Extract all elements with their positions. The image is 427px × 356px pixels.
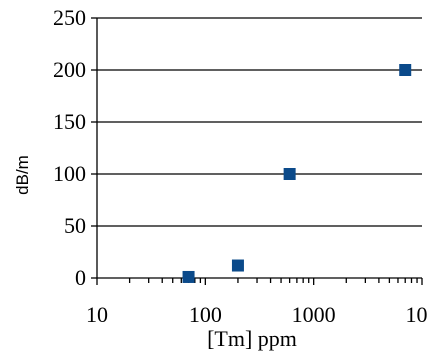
data-point <box>283 168 296 180</box>
x-tick-label: 1000 <box>292 302 336 327</box>
y-tick-label: 50 <box>64 213 86 238</box>
x-axis-ticks: 10 100 1000 100 <box>86 278 427 327</box>
data-point <box>182 270 195 283</box>
x-axis-label: [Tm] ppm <box>207 326 297 351</box>
y-tick-label: 250 <box>53 5 86 30</box>
y-tick-label: 200 <box>53 57 86 82</box>
data-point <box>231 259 244 272</box>
y-tick-label: 100 <box>53 161 86 186</box>
y-axis-ticks: 0 50 100 150 200 250 <box>53 5 97 290</box>
grid-lines <box>97 17 422 227</box>
data-points <box>182 64 412 283</box>
x-tick-label: 100 <box>406 302 427 327</box>
axes <box>96 18 422 279</box>
y-tick-label: 150 <box>53 109 86 134</box>
y-tick-label: 0 <box>75 265 86 290</box>
y-axis-label: dB/m <box>13 155 32 195</box>
x-tick-label: 10 <box>86 302 108 327</box>
data-point <box>399 64 412 76</box>
x-tick-label: 100 <box>189 302 222 327</box>
